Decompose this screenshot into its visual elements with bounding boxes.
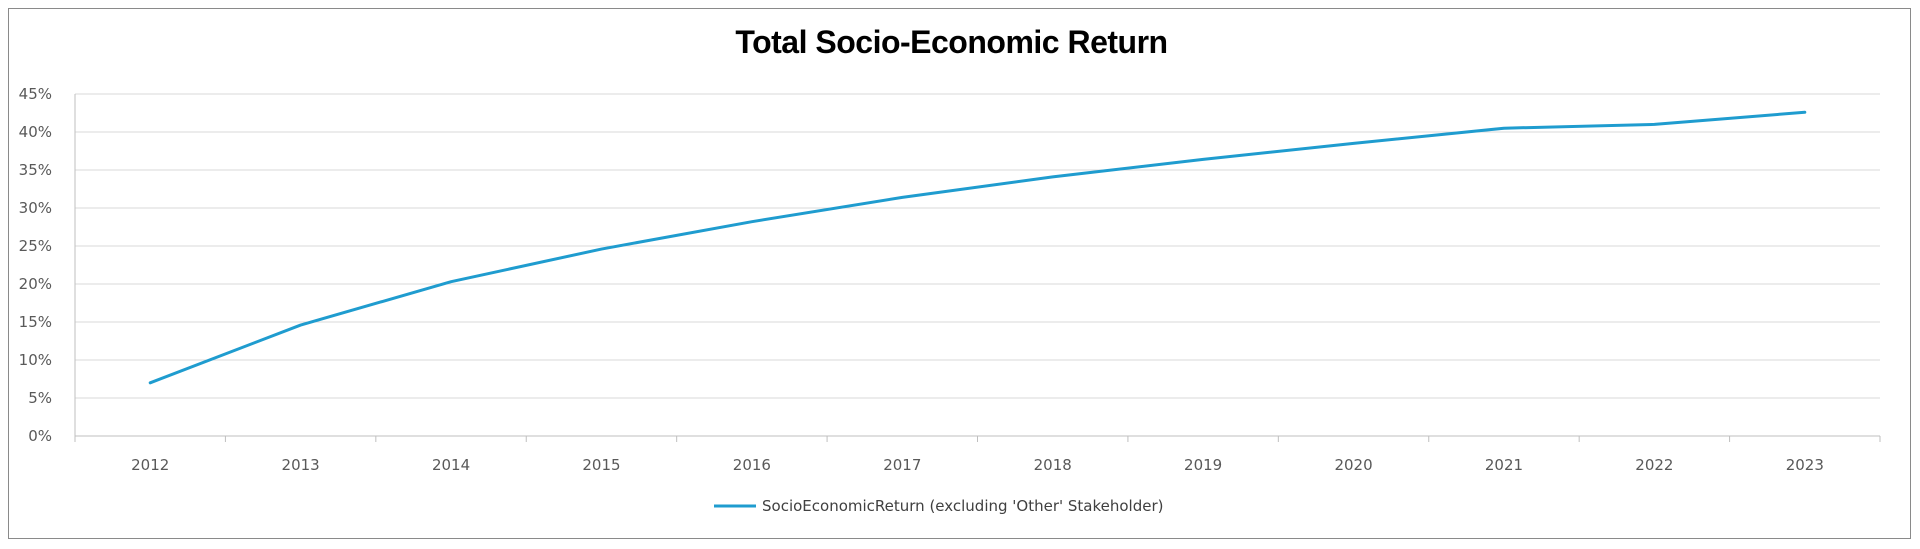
y-tick-label: 10% [19, 351, 52, 369]
y-tick-label: 15% [19, 313, 52, 331]
chart-frame [8, 8, 1911, 539]
x-tick-label: 2022 [1635, 456, 1673, 474]
x-tick-label: 2021 [1485, 456, 1523, 474]
y-tick-label: 35% [19, 161, 52, 179]
series-lines [148, 110, 1807, 385]
x-tick-label: 2018 [1034, 456, 1072, 474]
y-tick-label: 0% [28, 427, 52, 445]
y-tick-label: 20% [19, 275, 52, 293]
x-tick-label: 2017 [883, 456, 921, 474]
y-tick-label: 40% [19, 123, 52, 141]
series-line [148, 110, 1807, 385]
x-axis-tick-labels: 2012 2013 2014 2015 2016 2017 2018 2019 2020 2021… [131, 456, 1824, 474]
x-tick-label: 2020 [1334, 456, 1372, 474]
y-tick-label: 30% [19, 199, 52, 217]
axes [74, 94, 1881, 442]
y-tick-label: 5% [28, 389, 52, 407]
y-axis-tick-labels: 0% 5% 10% 15% 20% 25% 30% 35% 40% 45% [19, 85, 52, 445]
x-tick-label: 2013 [282, 456, 320, 474]
x-tick-label: 2019 [1184, 456, 1222, 474]
y-tick-label: 25% [19, 237, 52, 255]
chart-title: Total Socio-Economic Return [735, 24, 1168, 60]
legend: SocioEconomicReturn (excluding 'Other' S… [714, 497, 1163, 515]
y-tick-label: 45% [19, 85, 52, 103]
x-tick-label: 2012 [131, 456, 169, 474]
gridlines [75, 93, 1880, 399]
x-tick-label: 2016 [733, 456, 771, 474]
x-tick-label: 2023 [1786, 456, 1824, 474]
legend-label: SocioEconomicReturn (excluding 'Other' S… [762, 497, 1163, 515]
x-tick-label: 2015 [582, 456, 620, 474]
x-tick-label: 2014 [432, 456, 470, 474]
